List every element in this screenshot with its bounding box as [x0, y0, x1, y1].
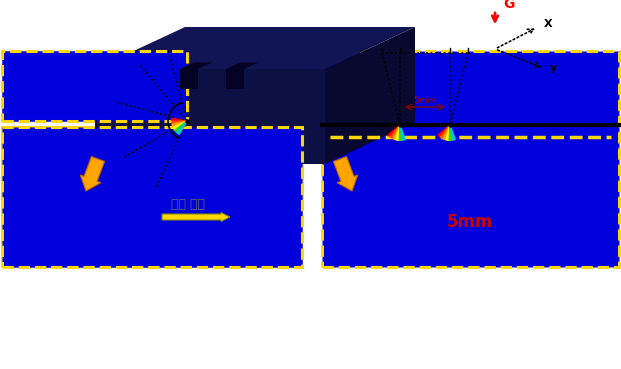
- Text: G: G: [503, 0, 514, 11]
- Bar: [0, 0, 308, 269]
- Text: y: y: [550, 63, 557, 73]
- Polygon shape: [95, 69, 325, 164]
- Bar: [2, 127, 302, 267]
- Wedge shape: [171, 118, 187, 121]
- Wedge shape: [171, 121, 187, 124]
- Wedge shape: [400, 125, 406, 140]
- Wedge shape: [177, 121, 187, 134]
- Wedge shape: [440, 125, 450, 139]
- FancyArrow shape: [162, 213, 230, 221]
- Wedge shape: [449, 125, 452, 140]
- FancyArrow shape: [333, 156, 358, 191]
- Bar: [2, 51, 187, 121]
- Wedge shape: [175, 121, 187, 132]
- Wedge shape: [399, 125, 402, 140]
- Wedge shape: [388, 125, 400, 137]
- Wedge shape: [450, 125, 455, 140]
- Wedge shape: [172, 121, 187, 127]
- Polygon shape: [226, 69, 244, 89]
- Bar: [2, 51, 187, 121]
- Text: 5mm: 5mm: [414, 96, 437, 105]
- Text: 용접 방향: 용접 방향: [171, 197, 205, 210]
- Polygon shape: [180, 69, 198, 89]
- Bar: [322, 51, 619, 267]
- Bar: [2, 197, 302, 267]
- Wedge shape: [396, 125, 400, 140]
- Polygon shape: [95, 27, 415, 69]
- Bar: [320, 49, 621, 269]
- Text: 5mm: 5mm: [447, 213, 493, 231]
- Wedge shape: [391, 125, 400, 139]
- Text: X: X: [544, 19, 553, 29]
- Polygon shape: [180, 62, 212, 69]
- Polygon shape: [226, 62, 258, 69]
- Wedge shape: [438, 125, 450, 137]
- Wedge shape: [393, 125, 400, 140]
- FancyArrow shape: [80, 156, 104, 191]
- Polygon shape: [325, 27, 415, 164]
- Wedge shape: [446, 125, 450, 140]
- Bar: [2, 127, 302, 197]
- Bar: [2, 127, 302, 267]
- Wedge shape: [173, 121, 187, 130]
- Wedge shape: [443, 125, 450, 140]
